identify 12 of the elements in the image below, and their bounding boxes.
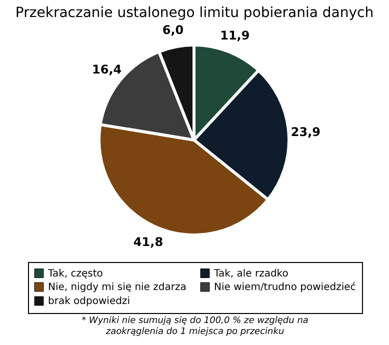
data-label: 41,8 (133, 235, 164, 250)
legend-label: Tak, ale rzadko (213, 268, 288, 280)
legend-label: Nie wiem/trudno powiedzieć (214, 282, 356, 293)
legend-label: Tak, często (47, 268, 103, 280)
data-label: 11,9 (220, 28, 250, 43)
data-label: 23,9 (290, 124, 321, 139)
text: * Wyniki nie sumują się do 100,0 % ze względu na zaokrąglenia do 1 miejsca po przecinku (80, 316, 310, 338)
legend-label: brak odpowiedzi (48, 296, 130, 307)
data-label: 16,4 (92, 62, 122, 77)
data-label: 6,0 (162, 22, 184, 37)
chart-title: Przekraczanie ustalonego limitu pobierania danych (15, 4, 374, 21)
legend-label: Nie, nigdy mi się nie zdarza (48, 282, 186, 293)
